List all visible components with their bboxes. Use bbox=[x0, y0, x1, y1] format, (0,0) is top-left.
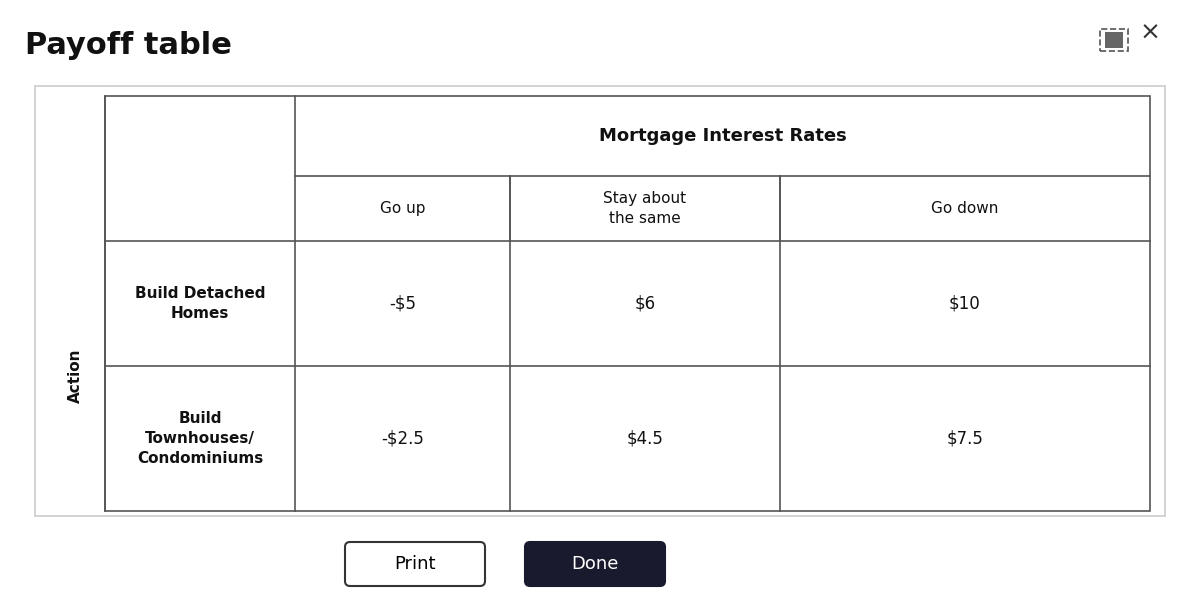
Text: Build
Townhouses/
Condominiums: Build Townhouses/ Condominiums bbox=[137, 411, 263, 466]
Text: Print: Print bbox=[395, 555, 436, 573]
Text: $7.5: $7.5 bbox=[947, 430, 984, 447]
FancyBboxPatch shape bbox=[346, 542, 485, 586]
FancyBboxPatch shape bbox=[35, 86, 1165, 516]
Text: Go up: Go up bbox=[379, 201, 425, 216]
Text: -$2.5: -$2.5 bbox=[382, 430, 424, 447]
Text: Go down: Go down bbox=[931, 201, 998, 216]
Text: $6: $6 bbox=[635, 295, 655, 313]
Text: ×: × bbox=[1140, 21, 1160, 45]
Text: $4.5: $4.5 bbox=[626, 430, 664, 447]
FancyBboxPatch shape bbox=[526, 542, 665, 586]
Text: Action: Action bbox=[67, 348, 83, 403]
FancyBboxPatch shape bbox=[1105, 32, 1123, 48]
Text: -$5: -$5 bbox=[389, 295, 416, 313]
Text: Done: Done bbox=[571, 555, 619, 573]
Text: Build Detached
Homes: Build Detached Homes bbox=[134, 286, 265, 321]
Text: Payoff table: Payoff table bbox=[25, 31, 232, 60]
Text: Stay about
the same: Stay about the same bbox=[604, 191, 686, 226]
Text: Mortgage Interest Rates: Mortgage Interest Rates bbox=[599, 127, 846, 145]
Text: $10: $10 bbox=[949, 295, 980, 313]
